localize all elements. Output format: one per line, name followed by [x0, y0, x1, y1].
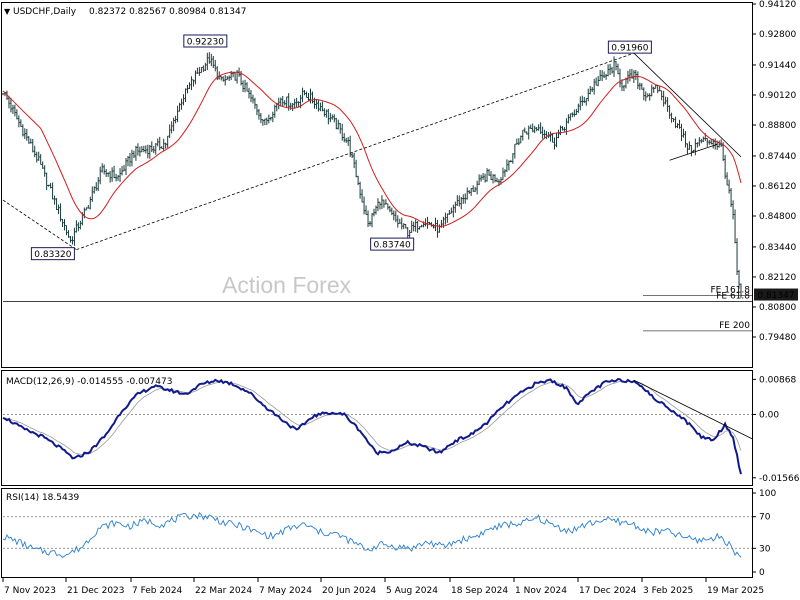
- macd-trendline: [633, 379, 753, 440]
- time-axis-label: 7 May 2024: [259, 586, 312, 596]
- price-trendline: [633, 52, 742, 158]
- price-panel: [1, 2, 753, 368]
- price-axis-label: 0.83440: [759, 243, 796, 253]
- fib-level-label: FE 61.8: [716, 292, 750, 302]
- time-axis-label: 1 Nov 2024: [515, 586, 567, 596]
- rsi-title: RSI(14) 18.5439: [6, 493, 79, 503]
- macd-title: MACD(12,26,9) -0.014555 -0.007473: [6, 377, 172, 387]
- chart-title: USDCHF,Daily: [13, 7, 77, 17]
- price-axis-label: 0.92800: [759, 30, 796, 40]
- price-label-box: [607, 40, 652, 54]
- price-axis-label: 0.84800: [759, 212, 796, 222]
- macd-signal-line: [2, 380, 742, 456]
- price-label-box: [183, 34, 228, 48]
- macd-axis-label: 0.00868: [759, 375, 796, 385]
- time-axis-label: 20 Jun 2024: [322, 586, 376, 596]
- header-arrow: ▼: [4, 7, 11, 16]
- macd-axis-label: 0.00: [759, 410, 779, 420]
- time-axis-label: 18 Sep 2024: [451, 586, 508, 596]
- rsi-axis-label: 70: [759, 513, 771, 523]
- time-axis-label: 7 Nov 2023: [4, 586, 56, 596]
- price-axis-label: 0.94120: [759, 0, 796, 10]
- ohlc-readout: 0.82372 0.82567 0.80984 0.81347: [89, 7, 246, 17]
- price-trendline: [669, 143, 718, 161]
- time-axis-label: 3 Feb 2025: [643, 586, 693, 596]
- rsi-axis-label: 100: [759, 489, 776, 499]
- price-axis-label: 0.80800: [759, 303, 796, 313]
- price-axis-label: 0.90120: [759, 91, 796, 101]
- fib-level-label: FE 161.8: [711, 286, 751, 296]
- price-label-text: 0.92230: [187, 37, 224, 47]
- price-label-box: [370, 237, 415, 251]
- watermark: Action Forex: [222, 272, 352, 298]
- rsi-line: [2, 511, 742, 558]
- time-axis-label: 5 Aug 2024: [386, 586, 438, 596]
- price-label-text: 0.83320: [34, 250, 71, 260]
- price-label-text: 0.83740: [374, 241, 411, 251]
- fib-level-label: FE 200: [719, 321, 750, 331]
- current-price-box: [754, 288, 798, 301]
- price-axis-label: 0.91440: [759, 61, 796, 71]
- price-axis-label: 0.88800: [759, 121, 796, 131]
- time-axis-label: 7 Feb 2024: [132, 586, 183, 596]
- price-label-box: [30, 247, 75, 261]
- price-axis-label: 0.82120: [759, 273, 796, 283]
- time-axis-label: 22 Mar 2024: [195, 586, 252, 596]
- macd-panel: [1, 370, 753, 486]
- moving-average-line: [2, 71, 742, 227]
- rsi-axis-label: 30: [759, 544, 771, 554]
- rsi-axis-label: 0: [759, 568, 765, 578]
- price-trendline: [76, 52, 635, 251]
- price-axis-label: 0.86120: [759, 182, 796, 192]
- time-axis-label: 17 Dec 2024: [579, 586, 637, 596]
- time-axis-label: 19 Mar 2025: [707, 586, 764, 596]
- time-axis-label: 21 Dec 2023: [67, 586, 125, 596]
- rsi-panel: [1, 488, 753, 578]
- price-label-text: 0.91960: [611, 44, 648, 54]
- current-price-label: 0.81347: [757, 291, 794, 301]
- price-axis-label: 0.79480: [759, 333, 796, 343]
- price-axis-label: 0.87440: [759, 152, 796, 162]
- macd-line: [2, 377, 742, 475]
